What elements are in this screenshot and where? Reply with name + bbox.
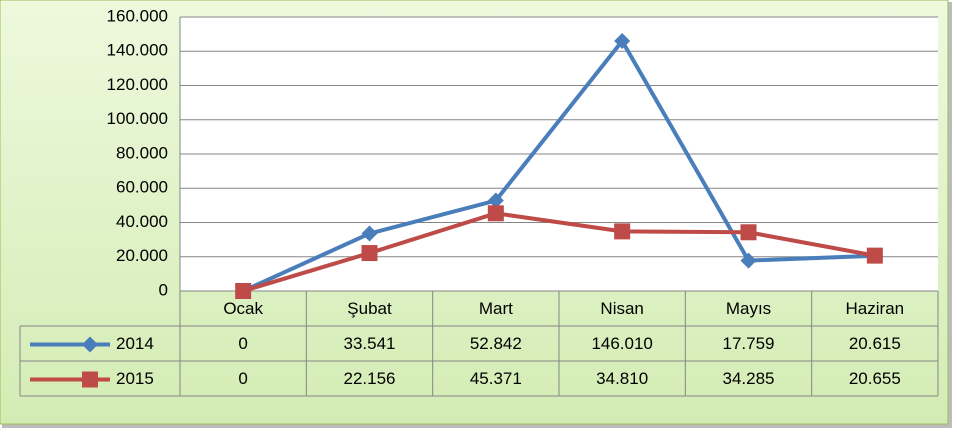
legend-marker <box>82 336 98 353</box>
table-value: 45.371 <box>470 369 522 388</box>
y-tick-label: 40.000 <box>116 212 168 231</box>
table-value: 22.156 <box>344 369 396 388</box>
table-value: 146.010 <box>591 334 652 353</box>
y-tick-label: 120.000 <box>107 75 168 94</box>
table-value: 20.655 <box>849 369 901 388</box>
x-tick-label: Haziran <box>846 299 905 318</box>
x-tick-label: Şubat <box>347 299 392 318</box>
x-tick-label: Ocak <box>223 299 263 318</box>
series-line <box>242 211 876 293</box>
table-value: 17.759 <box>723 334 775 353</box>
data-point <box>866 247 883 264</box>
data-point <box>235 283 252 299</box>
legend-marker <box>82 371 98 388</box>
y-tick-label: 0 <box>159 280 168 299</box>
data-point <box>740 252 757 269</box>
table-value: 52.842 <box>470 334 522 353</box>
y-tick-label: 160.000 <box>107 6 168 25</box>
y-tick-label: 140.000 <box>107 41 168 60</box>
y-tick-label: 80.000 <box>116 143 168 162</box>
data-point <box>614 32 631 49</box>
x-tick-label: Mart <box>479 299 513 318</box>
table-value: 33.541 <box>344 334 396 353</box>
legend-label: 2015 <box>116 369 154 388</box>
y-tick-label: 60.000 <box>116 178 168 197</box>
table-value: 20.615 <box>849 334 901 353</box>
table-value: 0 <box>238 334 247 353</box>
y-tick-label: 100.000 <box>107 109 168 128</box>
series-line <box>242 38 875 293</box>
x-tick-label: Mayıs <box>726 299 771 318</box>
table-value: 0 <box>238 369 247 388</box>
data-point <box>614 223 631 240</box>
data-point <box>361 245 378 262</box>
table-value: 34.285 <box>723 369 775 388</box>
x-tick-label: Nisan <box>600 299 643 318</box>
data-point <box>740 224 757 241</box>
data-point <box>487 192 504 209</box>
data-point <box>487 205 504 222</box>
table-value: 34.810 <box>596 369 648 388</box>
legend-label: 2014 <box>116 334 154 353</box>
y-tick-label: 20.000 <box>116 246 168 265</box>
data-point <box>361 225 378 242</box>
